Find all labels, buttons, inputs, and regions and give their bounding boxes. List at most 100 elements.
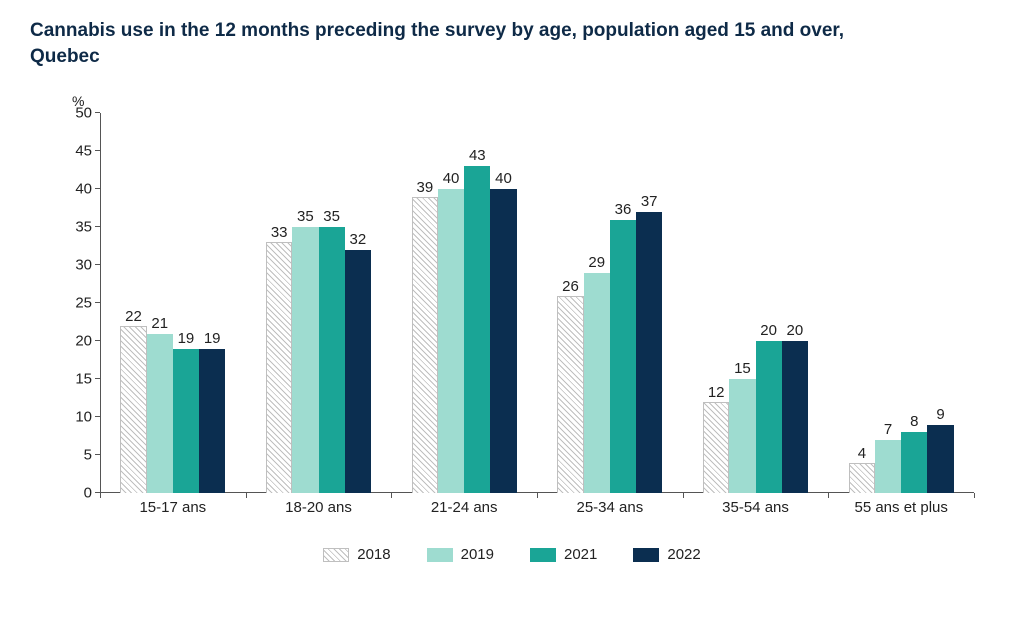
bars: 39404340: [412, 113, 517, 493]
bar-column: 43: [464, 113, 490, 493]
bar: 35: [319, 227, 345, 493]
bar-value-label: 15: [734, 360, 751, 377]
y-tick-mark: [95, 188, 100, 189]
bar: 26: [557, 296, 583, 494]
y-tick-mark: [95, 264, 100, 265]
y-tick-label: 30: [75, 257, 92, 274]
bar: 32: [345, 250, 371, 493]
bar-column: 19: [173, 113, 199, 493]
bar-column: 9: [927, 113, 953, 493]
legend-swatch: [530, 548, 556, 562]
y-tick-label: 45: [75, 143, 92, 160]
bar-column: 21: [147, 113, 173, 493]
x-tick-mark: [246, 493, 247, 498]
bar: 21: [147, 334, 173, 494]
bar-value-label: 22: [125, 308, 142, 325]
page: Cannabis use in the 12 months preceding …: [0, 0, 1024, 625]
x-category-label: 25-34 ans: [537, 499, 683, 516]
x-category-label: 21-24 ans: [391, 499, 537, 516]
x-category-label: 18-20 ans: [246, 499, 392, 516]
bar-column: 36: [610, 113, 636, 493]
bar: 9: [927, 425, 953, 493]
bar: 4: [849, 463, 875, 493]
bar-column: 15: [729, 113, 755, 493]
legend-swatch: [427, 548, 453, 562]
bar-value-label: 19: [204, 330, 221, 347]
y-tick-mark: [95, 302, 100, 303]
y-tick-label: 25: [75, 295, 92, 312]
bar: 12: [703, 402, 729, 493]
bar: 40: [490, 189, 516, 493]
x-category-label: 15-17 ans: [100, 499, 246, 516]
bar-value-label: 43: [469, 147, 486, 164]
legend-item: 2021: [530, 546, 597, 563]
bar: 20: [782, 341, 808, 493]
bar: 39: [412, 197, 438, 493]
x-tick-mark: [100, 493, 101, 498]
bar-value-label: 20: [787, 322, 804, 339]
bar-column: 8: [901, 113, 927, 493]
x-tick-mark: [974, 493, 975, 498]
y-tick-label: 20: [75, 333, 92, 350]
bar-value-label: 37: [641, 193, 658, 210]
bar-column: 29: [584, 113, 610, 493]
bar-value-label: 32: [349, 231, 366, 248]
bar: 33: [266, 242, 292, 493]
bar: 15: [729, 379, 755, 493]
bar-groups: 15-17 ans2221191918-20 ans3335353221-24 …: [100, 113, 974, 493]
bar-value-label: 12: [708, 384, 725, 401]
y-tick-mark: [95, 150, 100, 151]
y-tick-label: 10: [75, 409, 92, 426]
bar-value-label: 9: [936, 406, 944, 423]
bar-column: 20: [756, 113, 782, 493]
bars: 22211919: [120, 113, 225, 493]
bar-group: 35-54 ans12152020: [683, 113, 829, 493]
bar-column: 40: [490, 113, 516, 493]
bar-value-label: 40: [495, 170, 512, 187]
bar: 7: [875, 440, 901, 493]
bar: 8: [901, 432, 927, 493]
x-tick-mark: [391, 493, 392, 498]
y-tick-label: 5: [84, 447, 92, 464]
y-tick-label: 0: [84, 485, 92, 502]
bar: 19: [173, 349, 199, 493]
x-category-label: 35-54 ans: [683, 499, 829, 516]
bar: 29: [584, 273, 610, 493]
y-tick-label: 15: [75, 371, 92, 388]
y-tick-mark: [95, 378, 100, 379]
x-tick-mark: [537, 493, 538, 498]
bar-column: 35: [319, 113, 345, 493]
bar-value-label: 35: [297, 208, 314, 225]
bar-value-label: 40: [443, 170, 460, 187]
bar-column: 12: [703, 113, 729, 493]
y-tick-label: 40: [75, 181, 92, 198]
bar-value-label: 4: [858, 445, 866, 462]
bar-column: 35: [292, 113, 318, 493]
bar-group: 15-17 ans22211919: [100, 113, 246, 493]
bar: 40: [438, 189, 464, 493]
bar-group: 25-34 ans26293637: [537, 113, 683, 493]
y-tick-mark: [95, 226, 100, 227]
bar-value-label: 33: [271, 224, 288, 241]
bar: 19: [199, 349, 225, 493]
y-tick-label: 35: [75, 219, 92, 236]
y-tick-label: 50: [75, 105, 92, 122]
chart: % 15-17 ans2221191918-20 ans3335353221-2…: [30, 99, 994, 569]
legend-item: 2018: [323, 546, 390, 563]
bar: 36: [610, 220, 636, 494]
bar-column: 33: [266, 113, 292, 493]
bar: 22: [120, 326, 146, 493]
bar-value-label: 29: [588, 254, 605, 271]
bar: 37: [636, 212, 662, 493]
bar-group: 55 ans et plus4789: [828, 113, 974, 493]
x-tick-mark: [683, 493, 684, 498]
y-tick-mark: [95, 416, 100, 417]
bar-column: 40: [438, 113, 464, 493]
bar: 43: [464, 166, 490, 493]
legend-label: 2019: [461, 546, 494, 563]
bars: 4789: [849, 113, 954, 493]
x-tick-mark: [828, 493, 829, 498]
bar: 35: [292, 227, 318, 493]
legend-swatch: [323, 548, 349, 562]
bar-group: 21-24 ans39404340: [391, 113, 537, 493]
